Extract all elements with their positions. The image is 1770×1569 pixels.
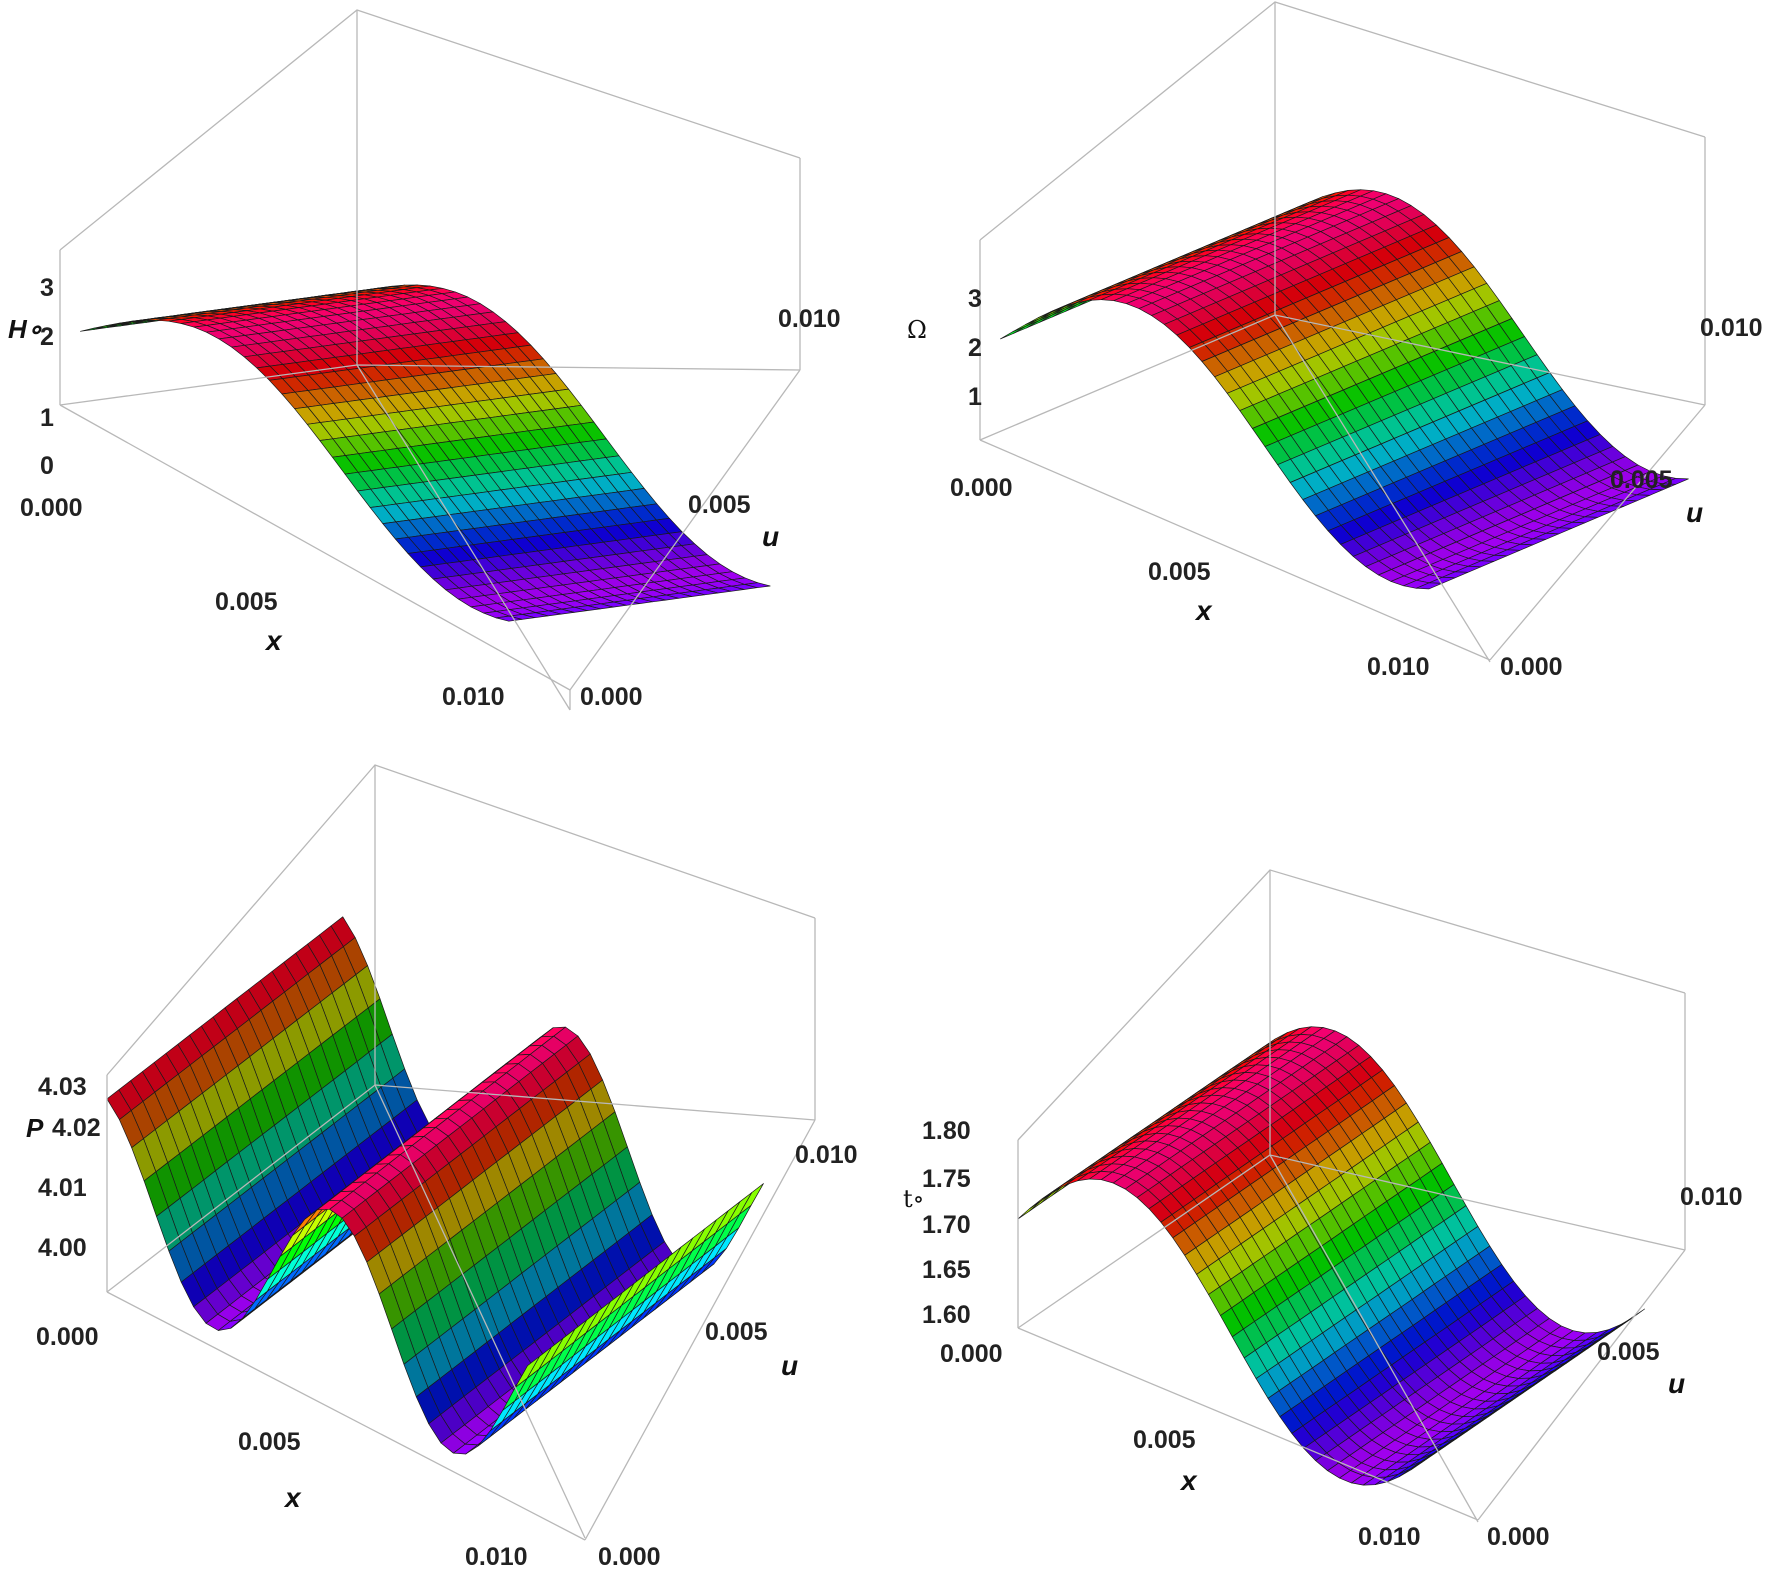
x-tick: 0.005: [1133, 1426, 1196, 1454]
x-tick: 0.000: [36, 1323, 99, 1351]
bounding-box-omega: [979, 1, 1706, 663]
x-axis-label: x: [264, 625, 283, 656]
x-tick: 0.000: [20, 494, 83, 522]
z-tick: 1.80: [922, 1117, 971, 1145]
surface-omega: [1000, 189, 1689, 590]
u-tick: 0.010: [778, 305, 841, 333]
z-tick: 4.01: [38, 1174, 87, 1202]
surface-p: [106, 916, 764, 1455]
u-tick: 0.000: [1500, 653, 1563, 681]
u-tick: 0.005: [1597, 1338, 1660, 1366]
u-tick: 0.000: [1487, 1523, 1550, 1551]
z-tick: 1.75: [922, 1165, 971, 1193]
x-tick: 0.000: [950, 474, 1013, 502]
surface-patch: [495, 615, 523, 622]
u-tick: 0.010: [795, 1141, 858, 1169]
z-tick: 1.65: [922, 1256, 971, 1284]
surface-patch: [1597, 1324, 1622, 1338]
surface-patch: [1410, 1453, 1435, 1471]
surface-plot-h: 3 2 1 0 H∘ 0.000 0.005 0.010 x 0.000 0.0…: [8, 9, 841, 711]
z-axis-label: t∘: [903, 1185, 924, 1213]
surface-plot-t: 1.80 1.75 1.70 1.65 1.60 t∘ 0.000 0.005 …: [903, 869, 1743, 1551]
u-tick: 0.000: [598, 1543, 661, 1569]
z-tick: 1: [40, 404, 54, 432]
u-tick: 0.000: [580, 683, 643, 711]
z-axis-label: Ω: [907, 316, 927, 344]
x-tick: 0.000: [940, 1340, 1003, 1368]
u-axis-label: u: [762, 521, 779, 552]
x-axis-label: x: [283, 1482, 302, 1513]
z-tick: 2: [40, 323, 54, 351]
x-axis-label: x: [1194, 595, 1213, 626]
z-tick: 1.70: [922, 1211, 971, 1239]
u-axis-label: u: [1668, 1368, 1685, 1399]
z-tick: 3: [40, 274, 54, 302]
u-tick: 0.005: [688, 491, 751, 519]
x-tick: 0.005: [215, 588, 278, 616]
u-tick: 0.005: [1610, 466, 1673, 494]
z-tick: 4.00: [38, 1234, 87, 1262]
surface-plot-p: 4.03 4.02 4.01 4.00 P 0.000 0.005 0.010 …: [26, 764, 858, 1569]
z-tick: 4.02: [52, 1114, 101, 1142]
u-axis-label: u: [781, 1350, 798, 1381]
surface-patch: [514, 1356, 540, 1388]
bounding-box-t: [1017, 869, 1686, 1523]
bounding-box-p: [106, 764, 816, 1541]
z-tick: 3: [968, 285, 982, 313]
u-axis-label: u: [1686, 497, 1703, 528]
bounding-box-h: [59, 9, 801, 711]
surface-t: [1017, 1026, 1645, 1486]
x-tick: 0.010: [1367, 653, 1430, 681]
z-tick: 2: [968, 334, 982, 362]
u-tick: 0.010: [1680, 1183, 1743, 1211]
z-axis-label: P: [26, 1113, 44, 1143]
x-tick: 0.010: [1358, 1523, 1421, 1551]
z-tick: 1: [968, 383, 982, 411]
x-axis-label: x: [1179, 1465, 1198, 1496]
z-tick: 4.03: [38, 1073, 87, 1101]
x-tick: 0.010: [465, 1543, 528, 1569]
x-tick: 0.010: [442, 683, 505, 711]
z-tick: 0: [40, 452, 54, 480]
x-tick: 0.005: [238, 1428, 301, 1456]
u-tick: 0.005: [705, 1318, 768, 1346]
x-tick: 0.005: [1148, 558, 1211, 586]
surface-h: [80, 284, 771, 622]
u-tick: 0.010: [1700, 314, 1763, 342]
surface-plot-omega: 3 2 1 Ω 0.000 0.005 0.010 x 0.000 0.005 …: [907, 1, 1763, 681]
z-tick: 1.60: [922, 1301, 971, 1329]
z-axis-label: H∘: [8, 314, 43, 344]
